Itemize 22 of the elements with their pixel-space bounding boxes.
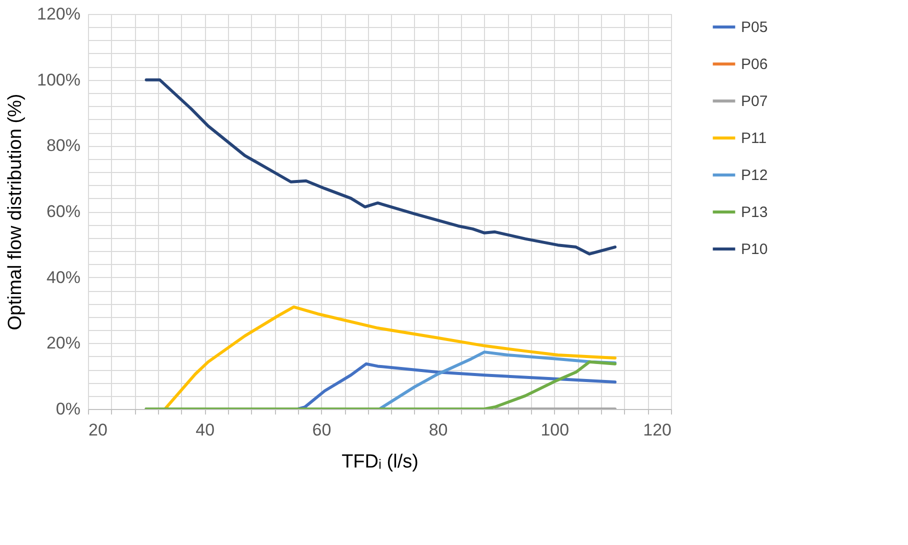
legend-label: P12 xyxy=(741,167,768,184)
y-tick-label: 100% xyxy=(37,70,80,90)
y-tick-label: 120% xyxy=(37,4,80,24)
y-tick-label: 0% xyxy=(56,400,80,418)
x-tick-label: 20 xyxy=(88,420,108,440)
y-tick-label: 40% xyxy=(46,268,80,287)
x-tick-label: 40 xyxy=(196,420,215,440)
legend-label: P11 xyxy=(741,130,767,147)
legend-label: P06 xyxy=(741,56,768,73)
legend-label: P05 xyxy=(741,19,768,36)
y-tick-label: 20% xyxy=(46,334,80,353)
x-tick-label: 60 xyxy=(312,420,332,440)
x-tick-label: 100 xyxy=(540,420,570,440)
legend-label: P13 xyxy=(741,204,768,221)
y-tick-label: 60% xyxy=(46,202,80,221)
y-tick-label: 80% xyxy=(46,136,80,156)
legend-label: P10 xyxy=(741,241,768,258)
x-tick-label: 120 xyxy=(643,420,672,440)
x-tick-label: 80 xyxy=(428,420,448,440)
legend-label: P07 xyxy=(741,93,768,110)
y-axis-title: Optimal flow distribution (%) xyxy=(5,94,26,330)
x-axis-title: TFDᵢ (l/s) xyxy=(342,452,418,472)
